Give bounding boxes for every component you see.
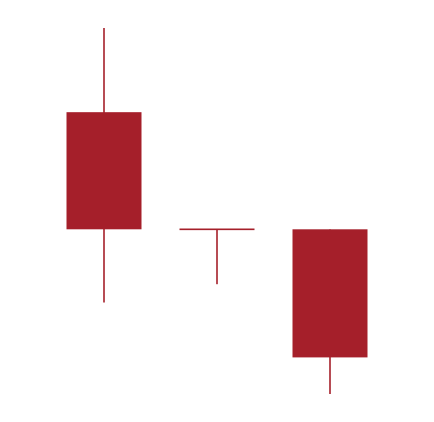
candles-layer: [66, 28, 368, 394]
candle-3: [292, 229, 368, 394]
candle-body: [292, 229, 368, 358]
candle-2: [179, 228, 255, 285]
candle-body: [66, 112, 142, 230]
candle-1: [66, 28, 142, 303]
